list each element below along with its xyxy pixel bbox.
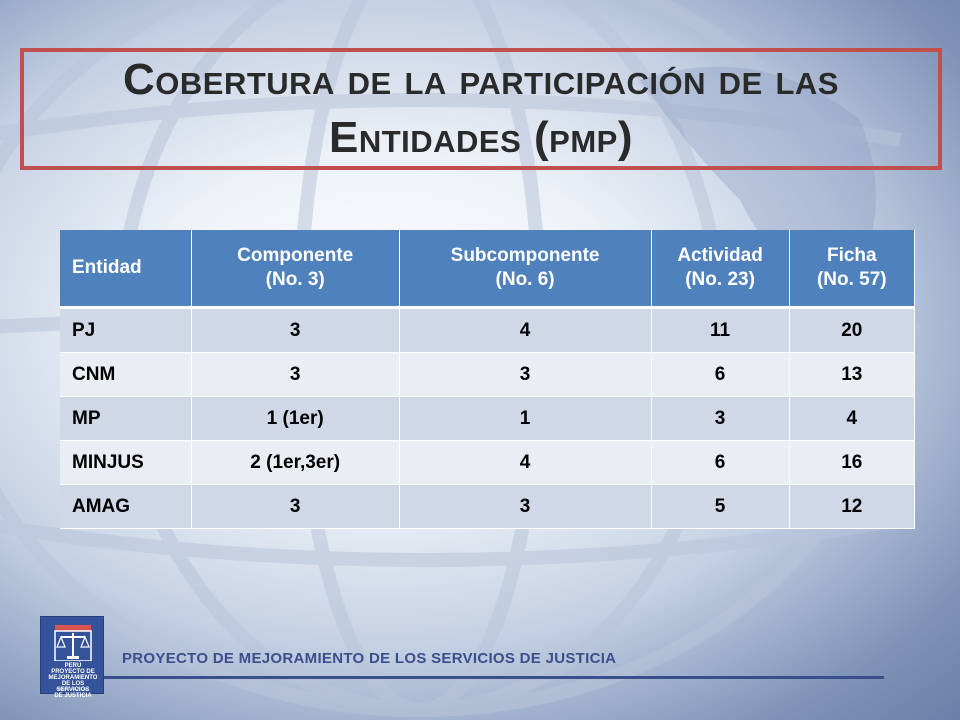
cell-entidad: MP [60, 396, 192, 441]
cell-componente: 3 [191, 352, 400, 397]
table-row: PJ 3 4 11 20 [60, 307, 916, 353]
cell-subcomponente: 4 [399, 440, 652, 485]
cell-entidad: CNM [60, 352, 192, 397]
cell-subcomponente: 1 [399, 396, 652, 441]
table-row: AMAG 3 3 5 12 [60, 484, 916, 529]
cell-componente: 3 [191, 307, 400, 353]
header-ficha: Ficha (No. 57) [789, 230, 916, 309]
header-subcomponente: Subcomponente (No. 6) [399, 230, 652, 309]
table-row: CNM 3 3 6 13 [60, 352, 916, 397]
cell-ficha: 13 [789, 352, 916, 397]
cell-ficha: 16 [789, 440, 916, 485]
cell-actividad: 6 [651, 352, 790, 397]
cell-actividad: 5 [651, 484, 790, 529]
cell-entidad: AMAG [60, 484, 192, 529]
logo-line: DE LOS SERVICIOS [56, 681, 90, 693]
cell-subcomponente: 3 [399, 484, 652, 529]
cell-componente: 3 [191, 484, 400, 529]
slide-title: Cobertura de la participación de las Ent… [20, 48, 942, 170]
header-actividad: Actividad (No. 23) [651, 230, 790, 309]
logo-line: PERÚ [64, 663, 82, 669]
table-row: MINJUS 2 (1er,3er) 4 6 16 [60, 440, 916, 485]
logo-line: MEJORAMIENTO [48, 675, 98, 681]
header-componente: Componente (No. 3) [191, 230, 400, 309]
logo-subtitle: BANCO MUNDIAL [56, 686, 90, 691]
table-row: MP 1 (1er) 1 3 4 [60, 396, 916, 441]
title-line-2: Entidades (pmp) [328, 113, 633, 162]
logo-line: DE JUSTICIA [54, 693, 92, 699]
cell-subcomponente: 4 [399, 307, 652, 353]
cell-subcomponente: 3 [399, 352, 652, 397]
cell-actividad: 11 [651, 307, 790, 353]
cell-componente: 1 (1er) [191, 396, 400, 441]
cell-actividad: 6 [651, 440, 790, 485]
cell-entidad: PJ [60, 307, 192, 353]
justice-project-logo: PERÚ PROYECTO DE MEJORAMIENTO DE LOS SER… [40, 616, 104, 699]
header-entidad: Entidad [60, 230, 192, 309]
table-header-row: Entidad Componente (No. 3) Subcomponente(… [60, 230, 916, 309]
cell-ficha: 4 [789, 396, 916, 441]
logo-line: PROYECTO DE [51, 669, 95, 675]
title-line-1: Cobertura de la participación de las [123, 55, 839, 104]
footer-divider [104, 676, 884, 679]
cell-actividad: 3 [651, 396, 790, 441]
cell-ficha: 12 [789, 484, 916, 529]
footer-project-name: PROYECTO DE MEJORAMIENTO DE LOS SERVICIO… [122, 650, 617, 667]
scales-of-justice-icon [54, 625, 92, 661]
cell-ficha: 20 [789, 307, 916, 353]
cell-componente: 2 (1er,3er) [191, 440, 400, 485]
cell-entidad: MINJUS [60, 440, 192, 485]
coverage-table: Entidad Componente (No. 3) Subcomponente(… [60, 230, 916, 529]
